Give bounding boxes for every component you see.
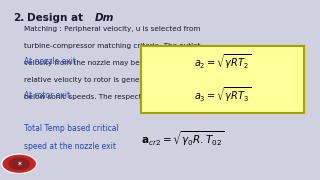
Text: ✶: ✶ [16, 161, 22, 167]
Text: Dm: Dm [94, 13, 114, 23]
Circle shape [9, 158, 29, 170]
Text: Matching : Peripheral velocity, u is selected from: Matching : Peripheral velocity, u is sel… [24, 26, 200, 32]
Text: relative velocity to rotor is generally brought down: relative velocity to rotor is generally … [24, 77, 207, 83]
Text: $\mathbf{a}_{cr2} =\sqrt{\gamma_0 R.T_{02}}$: $\mathbf{a}_{cr2} =\sqrt{\gamma_0 R.T_{0… [141, 129, 224, 148]
Text: turbine-compressor matching criteria. The outlet: turbine-compressor matching criteria. Th… [24, 43, 201, 49]
FancyBboxPatch shape [141, 46, 304, 112]
Text: $a_2 = \sqrt{\gamma RT_2}$: $a_2 = \sqrt{\gamma RT_2}$ [194, 53, 251, 71]
Text: $a_3 = \sqrt{\gamma RT_3}$: $a_3 = \sqrt{\gamma RT_3}$ [194, 85, 251, 104]
Text: below sonic speeds. The respective sonic speeds are:: below sonic speeds. The respective sonic… [24, 94, 218, 100]
Text: At rotor exit: At rotor exit [24, 91, 70, 100]
Text: 2.: 2. [13, 13, 24, 23]
Circle shape [2, 154, 37, 174]
Text: speed at the nozzle exit: speed at the nozzle exit [24, 142, 116, 151]
Text: Design at: Design at [27, 13, 83, 23]
Text: velocity from the nozzle may be supersonic, but inlet: velocity from the nozzle may be superson… [24, 60, 216, 66]
Text: Total Temp based critical: Total Temp based critical [24, 124, 119, 133]
Text: At nozzle exit: At nozzle exit [24, 57, 76, 66]
